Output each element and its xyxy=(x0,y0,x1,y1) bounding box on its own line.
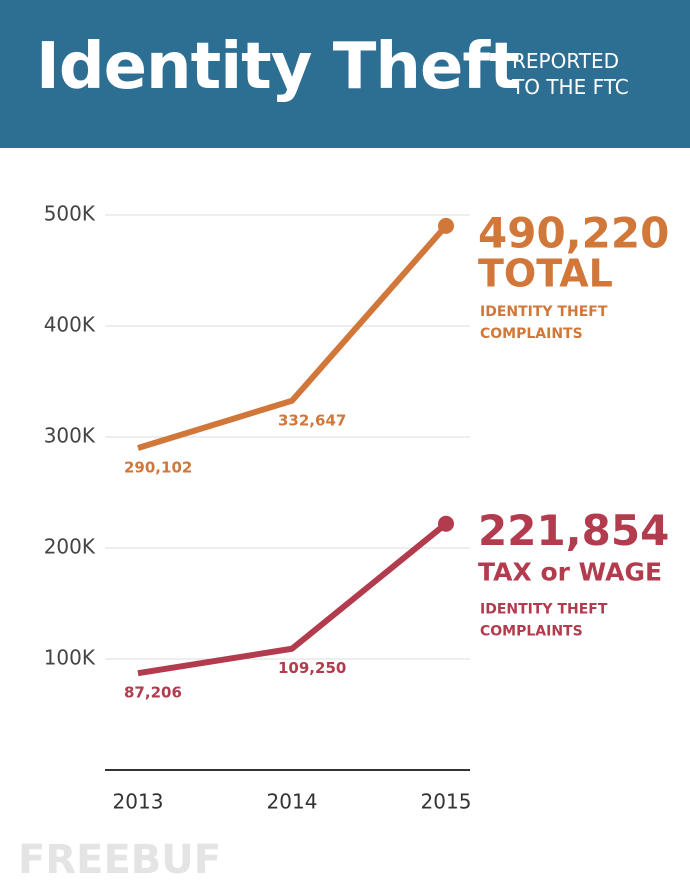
x-tick-label: 2014 xyxy=(267,790,318,814)
note: COMPLAINTS xyxy=(480,624,583,640)
x-tick-label: 2013 xyxy=(113,790,164,814)
title: Identity Theft xyxy=(36,30,520,104)
value-label: 87,206 xyxy=(124,684,182,702)
value-label: 109,250 xyxy=(278,659,346,677)
subtitle-line: REPORTED xyxy=(512,49,620,73)
value-label: 490,220 xyxy=(478,208,669,257)
header: Identity Theft REPORTED TO THE FTC xyxy=(0,0,690,148)
subtitle: REPORTED TO THE FTC xyxy=(512,48,629,100)
value-label: 221,854 xyxy=(478,506,669,555)
x-tick-label: 2015 xyxy=(421,790,472,814)
value-label: 290,102 xyxy=(124,458,192,476)
y-tick-label: 300K xyxy=(44,424,96,448)
line xyxy=(137,223,449,451)
y-tick-label: 100K xyxy=(44,646,96,670)
note: IDENTITY THEFT xyxy=(480,304,608,320)
value-label: 332,647 xyxy=(278,411,346,429)
watermark: FREEBUF xyxy=(18,837,221,883)
legend-label: TOTAL xyxy=(478,251,613,295)
note: COMPLAINTS xyxy=(480,326,583,342)
note: IDENTITY THEFT xyxy=(480,602,608,618)
y-tick-label: 500K xyxy=(44,202,96,226)
legend-label: TAX or WAGE xyxy=(478,558,662,587)
end-point xyxy=(438,515,454,532)
line xyxy=(137,521,448,677)
end-point xyxy=(438,217,454,234)
y-tick-label: 400K xyxy=(44,313,96,337)
y-tick-label: 200K xyxy=(44,535,96,559)
subtitle-line: TO THE FTC xyxy=(512,75,629,99)
